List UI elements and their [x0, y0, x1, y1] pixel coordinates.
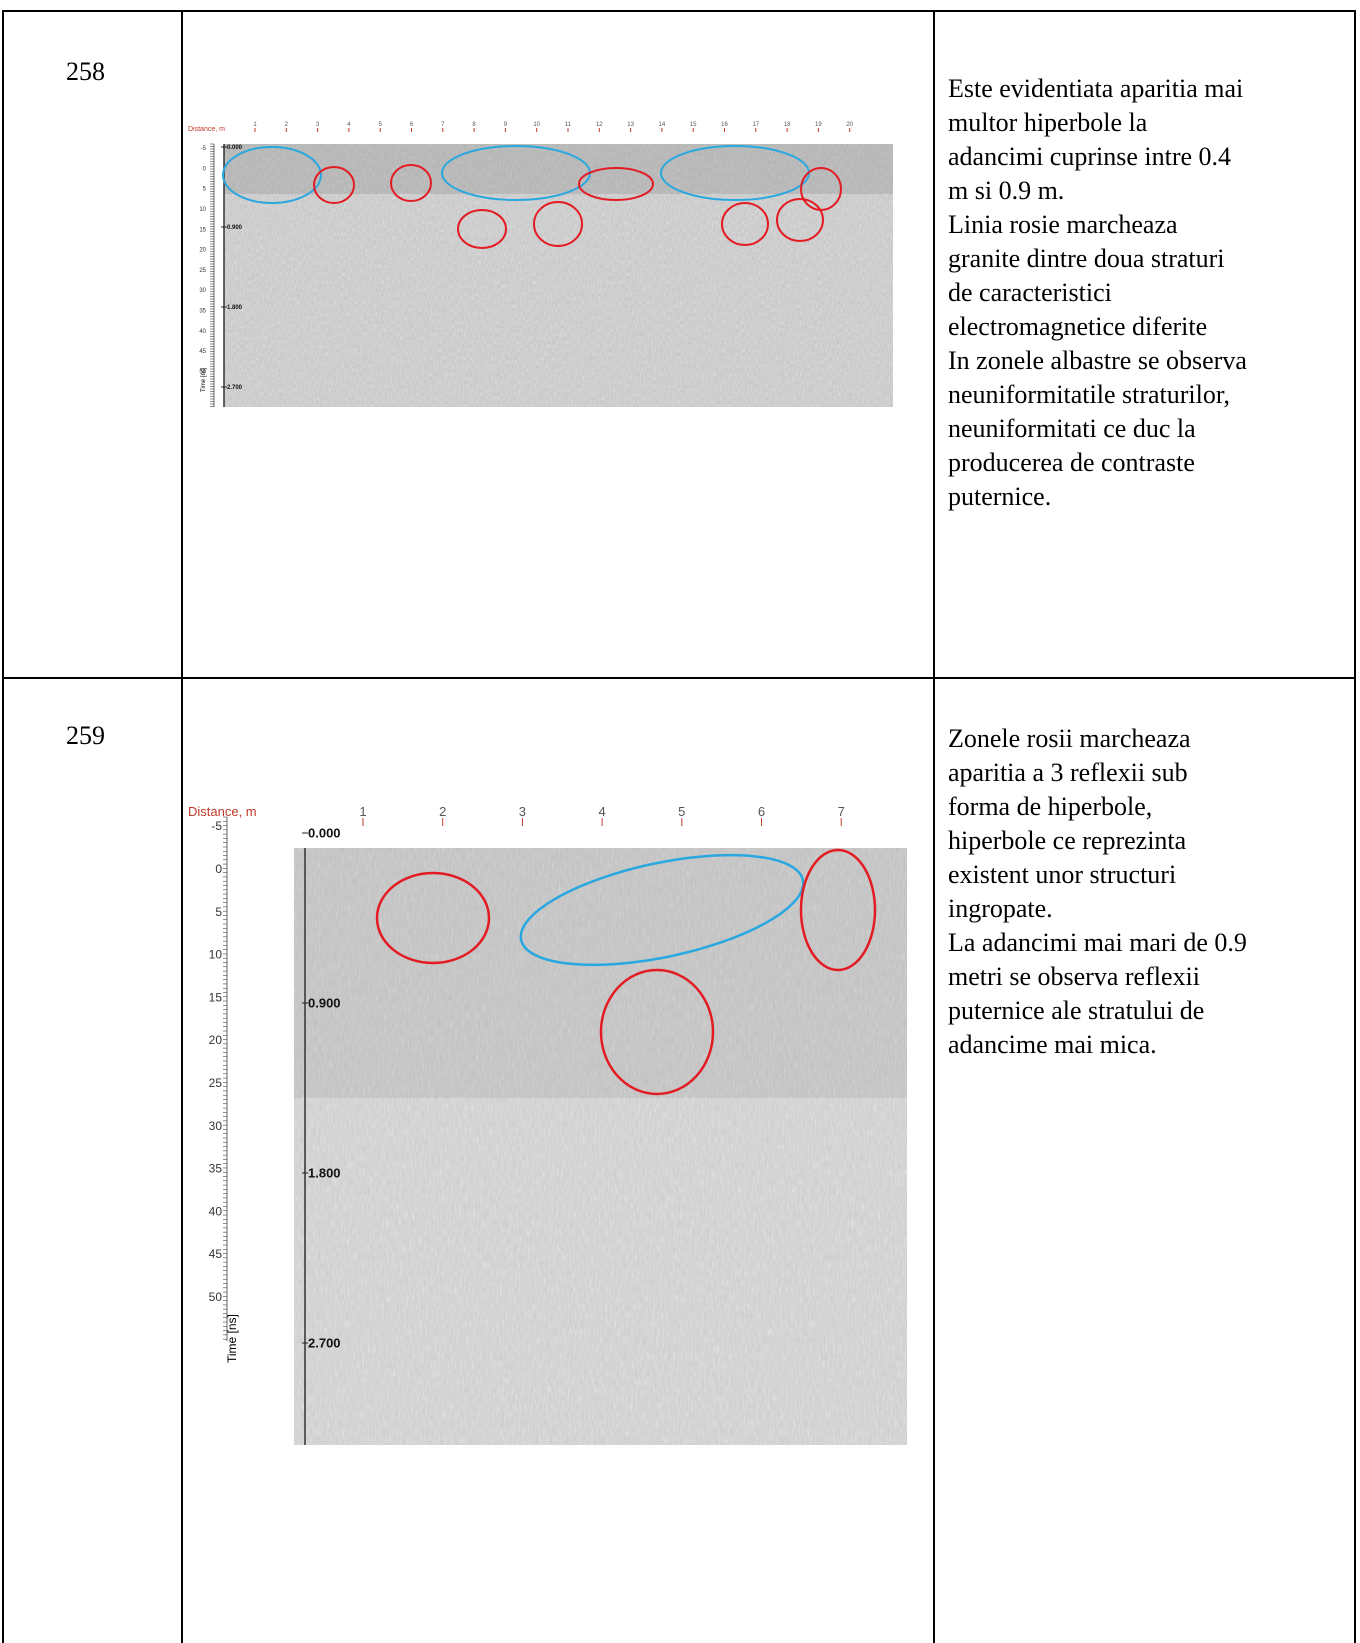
distance-tick-label: 14	[659, 122, 666, 128]
table-border-right	[1354, 10, 1356, 1643]
time-axis-label: Time [ns]	[225, 1314, 239, 1363]
radargram-plot	[224, 144, 893, 407]
red-hyperbola-marker	[457, 209, 507, 249]
depth-tick-label: 0.000	[227, 145, 243, 151]
time-tick-label: 25	[199, 268, 206, 274]
table-row-divider	[2, 677, 1356, 679]
row-description: Zonele rosii marcheaza aparitia a 3 refl…	[948, 724, 1247, 1059]
time-tick-label: 50	[209, 1290, 223, 1304]
depth-tick-label: 1.800	[227, 305, 243, 311]
distance-tick-label: 2	[439, 804, 446, 819]
distance-tick-label: 10	[533, 122, 540, 128]
time-tick-label: 20	[209, 1033, 223, 1047]
distance-tick-label: 20	[846, 122, 853, 128]
red-hyperbola-marker	[799, 848, 877, 972]
time-tick-label: 15	[209, 990, 223, 1004]
time-tick-label: 5	[203, 187, 207, 193]
time-tick-label: -5	[201, 146, 207, 152]
distance-tick-label: 11	[565, 122, 572, 128]
table-border-left	[2, 10, 4, 1643]
row-number: 258	[66, 57, 105, 86]
distance-tick-label: 6	[410, 122, 414, 128]
depth-tick-label: 2.700	[227, 385, 243, 391]
distance-tick-label: 12	[596, 122, 603, 128]
red-hyperbola-marker	[721, 202, 769, 246]
depth-tick-label: 1.800	[308, 1166, 341, 1181]
depth-axis: 0.000 0.900 1.800 2.700	[302, 826, 341, 1351]
time-axis: -5 0 5 10 15 20 25 30 35 40 45 50	[209, 816, 228, 1341]
time-tick-label: 35	[209, 1162, 223, 1176]
distance-tick-label: 5	[678, 804, 685, 819]
time-tick-label: 40	[209, 1204, 223, 1218]
red-hyperbola-marker	[375, 871, 491, 965]
time-tick-label: 15	[199, 227, 206, 233]
time-tick-label: 45	[209, 1247, 223, 1261]
distance-tick-label: 4	[598, 804, 605, 819]
time-tick-label: 35	[199, 309, 206, 315]
distance-tick-label: 13	[627, 122, 634, 128]
distance-tick-label: 19	[815, 122, 822, 128]
blue-zone	[519, 853, 805, 967]
time-tick-label: 20	[199, 248, 206, 254]
distance-tick-label: 3	[519, 804, 526, 819]
distance-tick-label: 1	[359, 804, 366, 819]
distance-tick-label: 5	[379, 122, 383, 128]
row-description: Este evidentiata aparitia mai multor hip…	[948, 74, 1247, 511]
time-tick-label: 10	[199, 207, 206, 213]
time-tick-label: 0	[203, 166, 207, 172]
depth-tick-label: 2.700	[308, 1336, 341, 1351]
distance-tick-label: 9	[504, 122, 508, 128]
depth-tick-label: 0.000	[308, 826, 341, 841]
red-hyperbola-marker	[776, 198, 824, 242]
radargram-image: Distance, m 1 2 3 4 5 6 7 8 9 10 11 12 13 14 15 16 17 18 1…	[188, 117, 893, 407]
time-tick-label: 30	[209, 1119, 223, 1133]
distance-tick-label: 4	[347, 122, 351, 128]
distance-tick-label: 15	[690, 122, 697, 128]
time-tick-label: 45	[199, 349, 206, 355]
depth-tick-label: 0.900	[227, 225, 243, 231]
time-tick-label: 30	[199, 288, 206, 294]
red-hyperbola-marker	[533, 201, 583, 247]
red-boundary-marker	[578, 167, 654, 201]
time-tick-label: 0	[215, 862, 222, 876]
distance-axis: 1 2 3 4 5 6 7 8 9 10 11 12 13 14 15 16 17 18 19 20	[253, 122, 854, 132]
red-hyperbola-marker	[313, 166, 355, 204]
time-axis-label: Time [ns]	[201, 367, 207, 392]
distance-axis-label: Distance, m	[188, 126, 225, 133]
distance-tick-label: 3	[316, 122, 320, 128]
distance-tick-label: 8	[472, 122, 476, 128]
table-column-divider-2	[933, 10, 935, 1643]
time-tick-label: -5	[211, 819, 222, 833]
distance-tick-label: 1	[253, 122, 257, 128]
distance-tick-label: 2	[285, 122, 289, 128]
distance-axis-label: Distance, m	[188, 804, 257, 819]
depth-tick-label: 0.900	[308, 996, 341, 1011]
time-tick-label: 25	[209, 1076, 223, 1090]
table-border-top	[2, 10, 1356, 12]
distance-tick-label: 7	[838, 804, 845, 819]
time-tick-label: 5	[215, 905, 222, 919]
time-tick-label: 10	[209, 948, 223, 962]
distance-tick-label: 6	[758, 804, 765, 819]
distance-tick-label: 16	[721, 122, 728, 128]
table-column-divider-1	[181, 10, 183, 1643]
time-tick-label: 50	[199, 369, 206, 375]
depth-axis: 0.000 0.900 1.800 2.700	[221, 145, 243, 391]
blue-zone	[222, 146, 322, 204]
distance-tick-label: 17	[752, 122, 759, 128]
row-number: 259	[66, 721, 105, 750]
distance-tick-label: 18	[784, 122, 791, 128]
distance-axis: 1 2 3 4 5 6 7	[359, 804, 845, 826]
red-hyperbola-marker	[390, 164, 432, 202]
distance-tick-label: 7	[441, 122, 445, 128]
radargram-plot	[294, 848, 907, 1445]
time-tick-label: 40	[199, 329, 206, 335]
time-axis: -5 0 5 10 15 20 25 30 35 40 45 50	[199, 143, 215, 407]
red-hyperbola-marker	[599, 968, 715, 1096]
